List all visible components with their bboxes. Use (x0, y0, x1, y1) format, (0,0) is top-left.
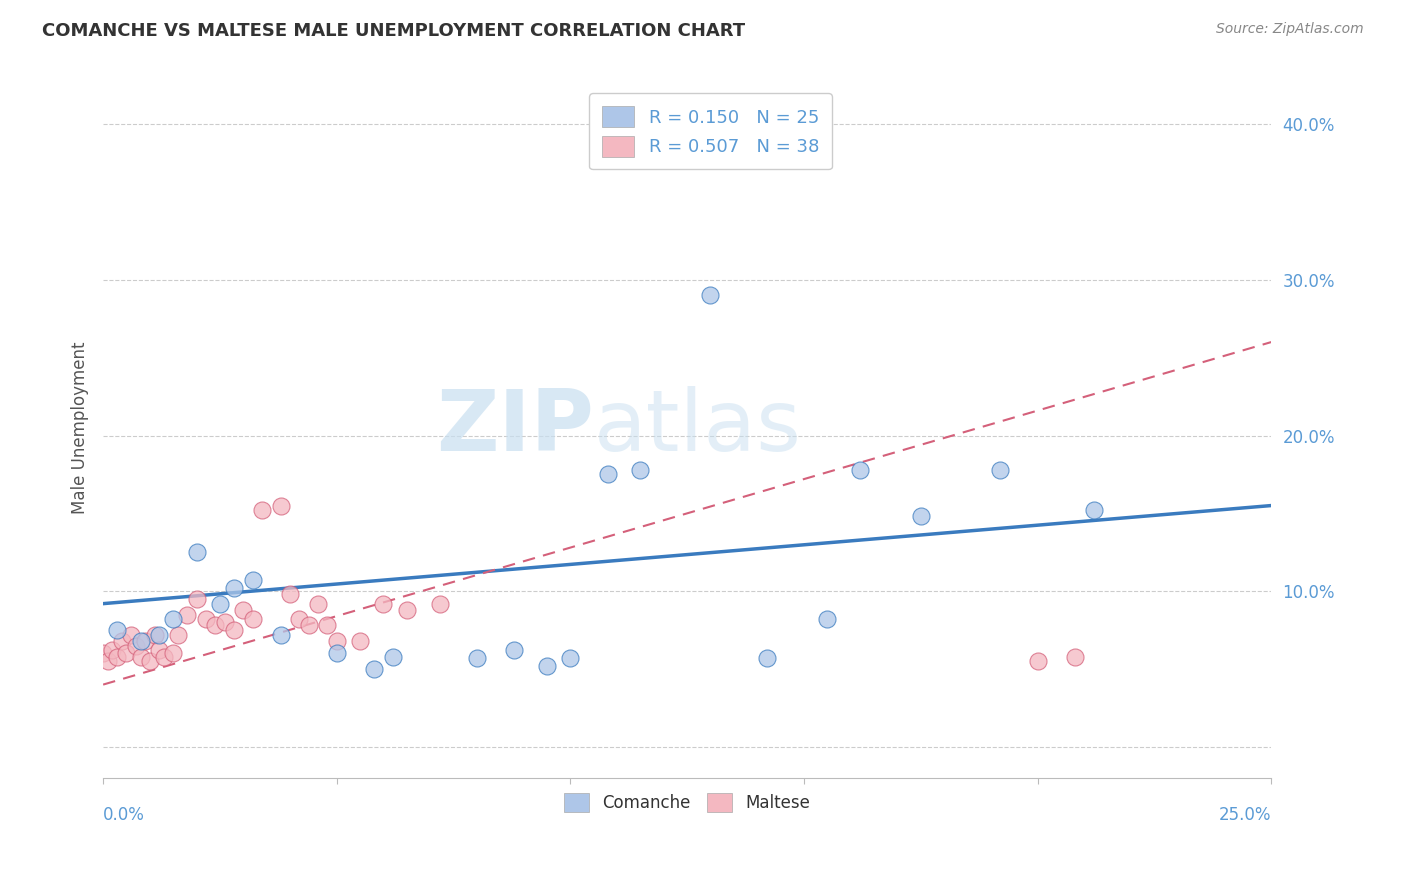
Point (270, 628, 292, 642)
Point (596, 467, 619, 482)
Point (167, 628, 190, 642)
Point (325, 634, 347, 648)
Text: atlas: atlas (593, 386, 801, 469)
Point (111, 634, 134, 648)
Point (288, 612, 311, 626)
Point (988, 463, 1011, 477)
Point (699, 288, 721, 302)
Point (186, 545, 208, 559)
Point (105, 649, 128, 664)
Point (153, 649, 176, 664)
Point (222, 581, 245, 595)
Point (307, 597, 329, 611)
Point (373, 597, 395, 611)
Point (139, 654, 162, 668)
Point (194, 612, 217, 626)
Point (134, 634, 156, 648)
Point (815, 612, 838, 626)
Point (162, 612, 184, 626)
Point (628, 463, 651, 477)
Point (465, 651, 488, 665)
Text: 25.0%: 25.0% (1219, 806, 1271, 824)
Point (429, 597, 451, 611)
Point (250, 503, 273, 517)
Text: ZIP: ZIP (436, 386, 593, 469)
Point (148, 628, 170, 642)
Point (143, 628, 166, 642)
Point (204, 618, 226, 632)
Point (395, 603, 418, 617)
Point (325, 647, 347, 661)
Point (278, 587, 301, 601)
Point (91, 647, 114, 661)
Point (1026, 654, 1049, 668)
Point (1064, 649, 1087, 664)
Point (125, 639, 148, 653)
Point (560, 651, 582, 665)
Point (381, 649, 404, 664)
Point (162, 647, 184, 661)
Point (97, 654, 120, 668)
Text: 0.0%: 0.0% (103, 806, 145, 824)
Point (115, 647, 138, 661)
Point (849, 463, 872, 477)
Point (101, 643, 124, 657)
Text: COMANCHE VS MALTESE MALE UNEMPLOYMENT CORRELATION CHART: COMANCHE VS MALTESE MALE UNEMPLOYMENT CO… (42, 22, 745, 40)
Text: Source: ZipAtlas.com: Source: ZipAtlas.com (1216, 22, 1364, 37)
Point (129, 649, 152, 664)
Point (176, 607, 198, 622)
Point (232, 603, 254, 617)
Point (910, 509, 932, 524)
Point (214, 615, 236, 630)
Point (222, 623, 245, 637)
Point (129, 634, 152, 648)
Point (208, 597, 231, 611)
Point (242, 612, 264, 626)
Point (270, 499, 292, 513)
Point (242, 574, 264, 588)
Point (536, 659, 558, 673)
Point (120, 628, 142, 642)
Point (186, 591, 208, 606)
Point (105, 623, 128, 637)
Y-axis label: Male Unemployment: Male Unemployment (72, 342, 89, 514)
Point (349, 634, 371, 648)
Point (298, 618, 321, 632)
Point (1083, 503, 1105, 517)
Point (755, 651, 778, 665)
Point (363, 662, 385, 676)
Point (503, 643, 526, 657)
Point (148, 643, 170, 657)
Legend: Comanche, Maltese: Comanche, Maltese (557, 786, 817, 819)
Point (316, 618, 339, 632)
